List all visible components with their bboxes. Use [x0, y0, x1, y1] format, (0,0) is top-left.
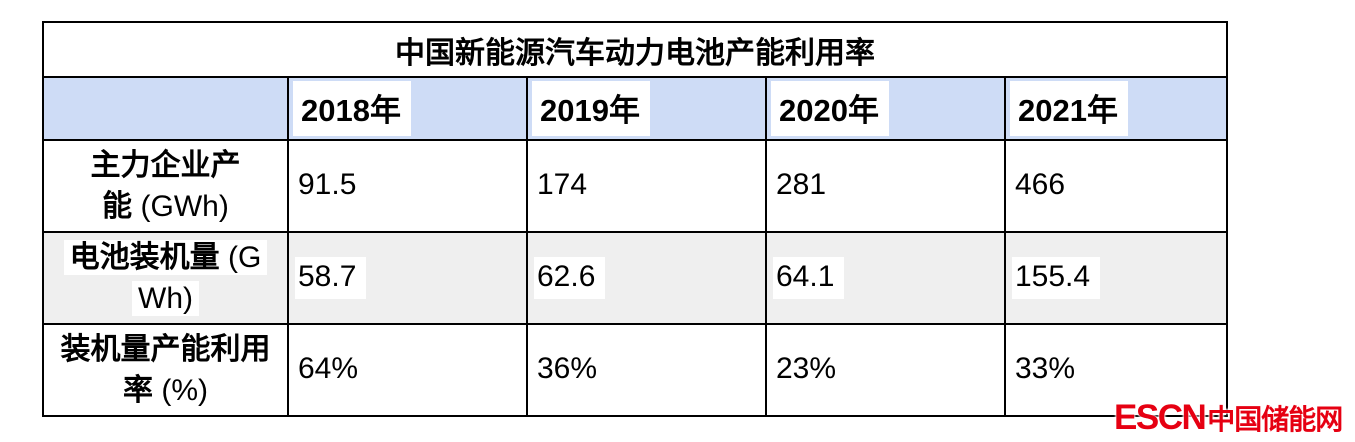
value-text: 64.1: [773, 257, 845, 299]
row-label-text: 装机量产能利用 率 (%): [54, 332, 277, 408]
value-text: 58.7: [295, 257, 367, 299]
row-label-capacity: 主力企业产 能 (GWh): [42, 139, 289, 233]
value-cell: 155.4: [1003, 231, 1229, 325]
value-cell: 62.6: [526, 231, 767, 325]
escn-logo-text: ESCN: [1114, 398, 1207, 437]
table-title-row: 中国新能源汽车动力电池产能利用率: [41, 21, 1229, 78]
table-row-installed: 电池装机量 (G Wh) 58.7 62.6 64.1 155.4: [42, 231, 1229, 325]
row-label-unit: (GWh): [132, 190, 229, 223]
value-text: 36%: [534, 349, 608, 391]
value-cell: 281: [765, 139, 1006, 233]
value-text: 33%: [1012, 349, 1086, 391]
value-cell: 58.7: [287, 231, 528, 325]
value-cell: 23%: [765, 323, 1006, 417]
column-header-2018: 2018年: [287, 76, 528, 141]
value-cell: 64.1: [765, 231, 1006, 325]
value-text: 174: [534, 165, 598, 207]
column-header-label: 2021年: [1010, 81, 1128, 136]
battery-capacity-table: 中国新能源汽车动力电池产能利用率 2018年 2019年 2020年 2021年…: [41, 21, 1229, 417]
table-row-utilization: 装机量产能利用 率 (%) 64% 36% 23% 33%: [42, 323, 1229, 417]
column-header-2021: 2021年: [1003, 76, 1229, 141]
value-text: 64%: [295, 349, 369, 391]
value-cell: 36%: [526, 323, 767, 417]
value-text: 281: [773, 165, 837, 207]
row-label-utilization: 装机量产能利用 率 (%): [42, 323, 289, 417]
column-header-2019: 2019年: [526, 76, 767, 141]
value-cell: 64%: [287, 323, 528, 417]
table-row-capacity: 主力企业产 能 (GWh) 91.5 174 281 466: [42, 139, 1229, 233]
value-cell: 33%: [1003, 323, 1229, 417]
row-label-main: 主力企业产 能: [90, 149, 241, 223]
row-label-text: 主力企业产 能 (GWh): [84, 148, 247, 224]
escn-logo-chinese-text: 中国储能网: [1207, 404, 1343, 435]
row-label-text: 电池装机量 (G Wh): [63, 240, 268, 316]
column-header-label: 2018年: [293, 81, 411, 136]
value-cell: 466: [1003, 139, 1229, 233]
table-title: 中国新能源汽车动力电池产能利用率: [41, 21, 1229, 78]
value-text: 466: [1012, 165, 1076, 207]
value-cell: 174: [526, 139, 767, 233]
header-corner-cell: [42, 76, 289, 141]
row-label-main: 装机量产能利用 率: [60, 333, 271, 407]
value-text: 23%: [773, 349, 847, 391]
column-header-label: 2020年: [771, 81, 889, 136]
table-header-row: 2018年 2019年 2020年 2021年: [42, 76, 1229, 141]
row-label-unit: (G Wh): [138, 241, 262, 315]
value-text: 91.5: [295, 165, 367, 207]
column-header-2020: 2020年: [765, 76, 1006, 141]
escn-watermark-logo: ESCN 中国储能网: [1114, 398, 1343, 438]
value-cell: 91.5: [287, 139, 528, 233]
row-label-main: 电池装机量: [69, 241, 220, 274]
column-header-label: 2019年: [532, 81, 650, 136]
value-text: 62.6: [534, 257, 606, 299]
row-label-unit: (%): [153, 374, 208, 407]
value-text: 155.4: [1012, 257, 1101, 299]
row-label-installed: 电池装机量 (G Wh): [42, 231, 289, 325]
